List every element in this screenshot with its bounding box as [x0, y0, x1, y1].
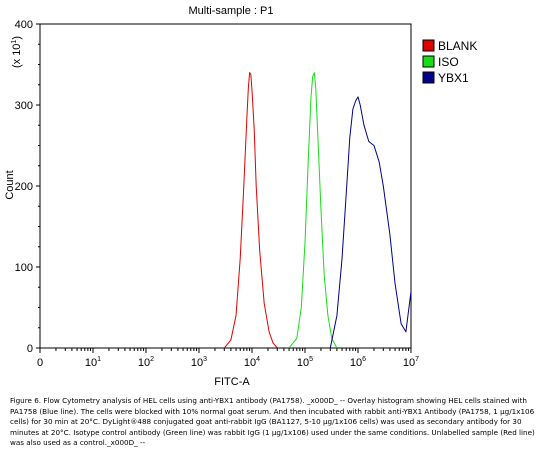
y-tick-label: 400 [15, 19, 33, 31]
y-axis-label: Count [4, 170, 16, 199]
plot-frame [39, 23, 412, 349]
series-line-blank [223, 72, 278, 348]
x-tick-label: 103 [191, 356, 207, 369]
x-axis: 0 101 102 103 104 105 106 107 [37, 348, 419, 369]
y-tick-label: 300 [15, 100, 33, 112]
figure-caption: Figure 6. Flow Cytometry analysis of HEL… [10, 396, 535, 448]
legend: BLANK ISO YBX1 [422, 39, 477, 85]
legend-label-blank: BLANK [438, 39, 477, 53]
x-tick-label: 106 [350, 356, 366, 369]
series-line-iso [288, 72, 338, 348]
chart-title: Multi-sample : P1 [189, 5, 274, 17]
x-tick-label: 104 [244, 356, 260, 369]
legend-label-iso: ISO [438, 55, 459, 69]
x-tick-label: 101 [85, 356, 101, 369]
x-axis-label: FITC-A [214, 376, 250, 388]
y-multiplier: (x 101) [11, 36, 23, 68]
x-tick-label: 107 [403, 356, 419, 369]
legend-swatch-iso [422, 55, 435, 68]
legend-label-ybx1: YBX1 [438, 71, 469, 85]
x-tick-label: 0 [37, 357, 43, 369]
y-tick-label: 100 [15, 262, 33, 274]
y-axis: 0 100 200 300 400 [15, 19, 40, 355]
legend-swatch-blank [422, 39, 435, 52]
x-tick-label: 105 [297, 356, 313, 369]
flow-cytometry-chart: Multi-sample : P1 (x 101) Count FITC-A 0… [4, 5, 477, 388]
x-tick-label: 102 [138, 356, 154, 369]
y-tick-label: 0 [27, 343, 33, 355]
legend-swatch-ybx1 [422, 71, 435, 84]
series-line-ybx1 [329, 96, 411, 348]
y-tick-label: 200 [15, 181, 33, 193]
series-lines [223, 72, 411, 348]
